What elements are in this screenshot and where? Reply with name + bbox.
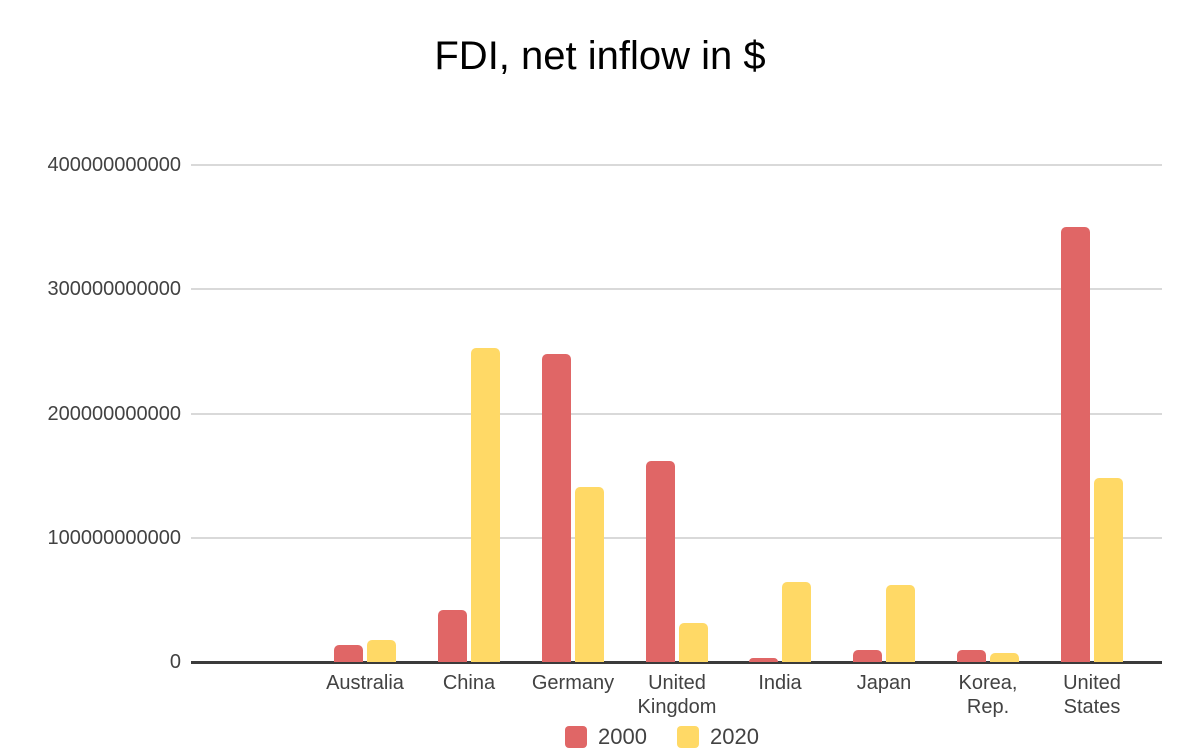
legend-swatch-2000: [565, 726, 587, 748]
bar-2020-korea-rep: [990, 653, 1019, 662]
bar-2020-germany: [575, 487, 604, 662]
bar-2020-china: [471, 348, 500, 662]
category-label-line: India: [758, 672, 802, 694]
category-label-line: Australia: [326, 672, 404, 694]
x-axis-category-label: United States: [1022, 671, 1162, 719]
category-label-line: China: [442, 672, 496, 694]
x-axis-category-label: United Kingdom: [607, 671, 747, 719]
category-label-line: Japan: [856, 672, 912, 694]
x-axis-category-label: Australia: [295, 671, 435, 695]
y-axis-tick-label: 400000000000: [47, 154, 181, 176]
x-axis-line: [191, 661, 1162, 664]
bar-2000-india: [749, 658, 778, 662]
x-axis-category-label: Germany: [503, 671, 643, 695]
bar-2000-japan: [853, 650, 882, 662]
category-label-line: Germany: [531, 672, 615, 694]
bar-2000-china: [438, 610, 467, 662]
category-label-line: Korea,: [958, 672, 1018, 694]
x-axis-category-label: Korea, Rep.: [918, 671, 1058, 719]
bar-2020-japan: [886, 585, 915, 662]
bar-2000-korea-rep: [957, 650, 986, 662]
category-label-line: United: [1063, 672, 1121, 694]
gridline: [191, 412, 1162, 415]
bar-2020-australia: [367, 640, 396, 662]
gridline: [191, 288, 1162, 291]
bar-2000-united-states: [1061, 227, 1090, 662]
bar-2020-india: [782, 582, 811, 662]
x-axis-category-label: India: [710, 671, 850, 695]
y-axis-tick-label: 0: [169, 651, 181, 673]
y-axis-tick-label: 200000000000: [47, 402, 181, 425]
chart-title: FDI, net inflow in $: [434, 34, 766, 78]
x-axis-category-label: Japan: [814, 671, 954, 695]
bar-2020-united-states: [1094, 478, 1123, 662]
gridline: [191, 536, 1162, 539]
legend-label-2020: 2020: [710, 724, 759, 749]
bar-2020-united-kingdom: [679, 623, 708, 662]
bar-2000-united-kingdom: [646, 461, 675, 662]
y-axis-tick-label: 100000000000: [47, 526, 181, 549]
gridline: [191, 164, 1162, 166]
y-axis-tick-label: 300000000000: [47, 278, 181, 301]
bar-2000-germany: [542, 354, 571, 662]
category-label-line: States: [1063, 696, 1121, 718]
category-label-line: Rep.: [966, 696, 1010, 718]
bar-2000-australia: [334, 645, 363, 662]
category-label-line: Kingdom: [637, 696, 717, 718]
category-label-line: United: [648, 672, 706, 694]
legend-label-2000: 2000: [598, 724, 647, 749]
legend-swatch-2020: [677, 726, 699, 748]
x-axis-category-label: China: [399, 671, 539, 695]
